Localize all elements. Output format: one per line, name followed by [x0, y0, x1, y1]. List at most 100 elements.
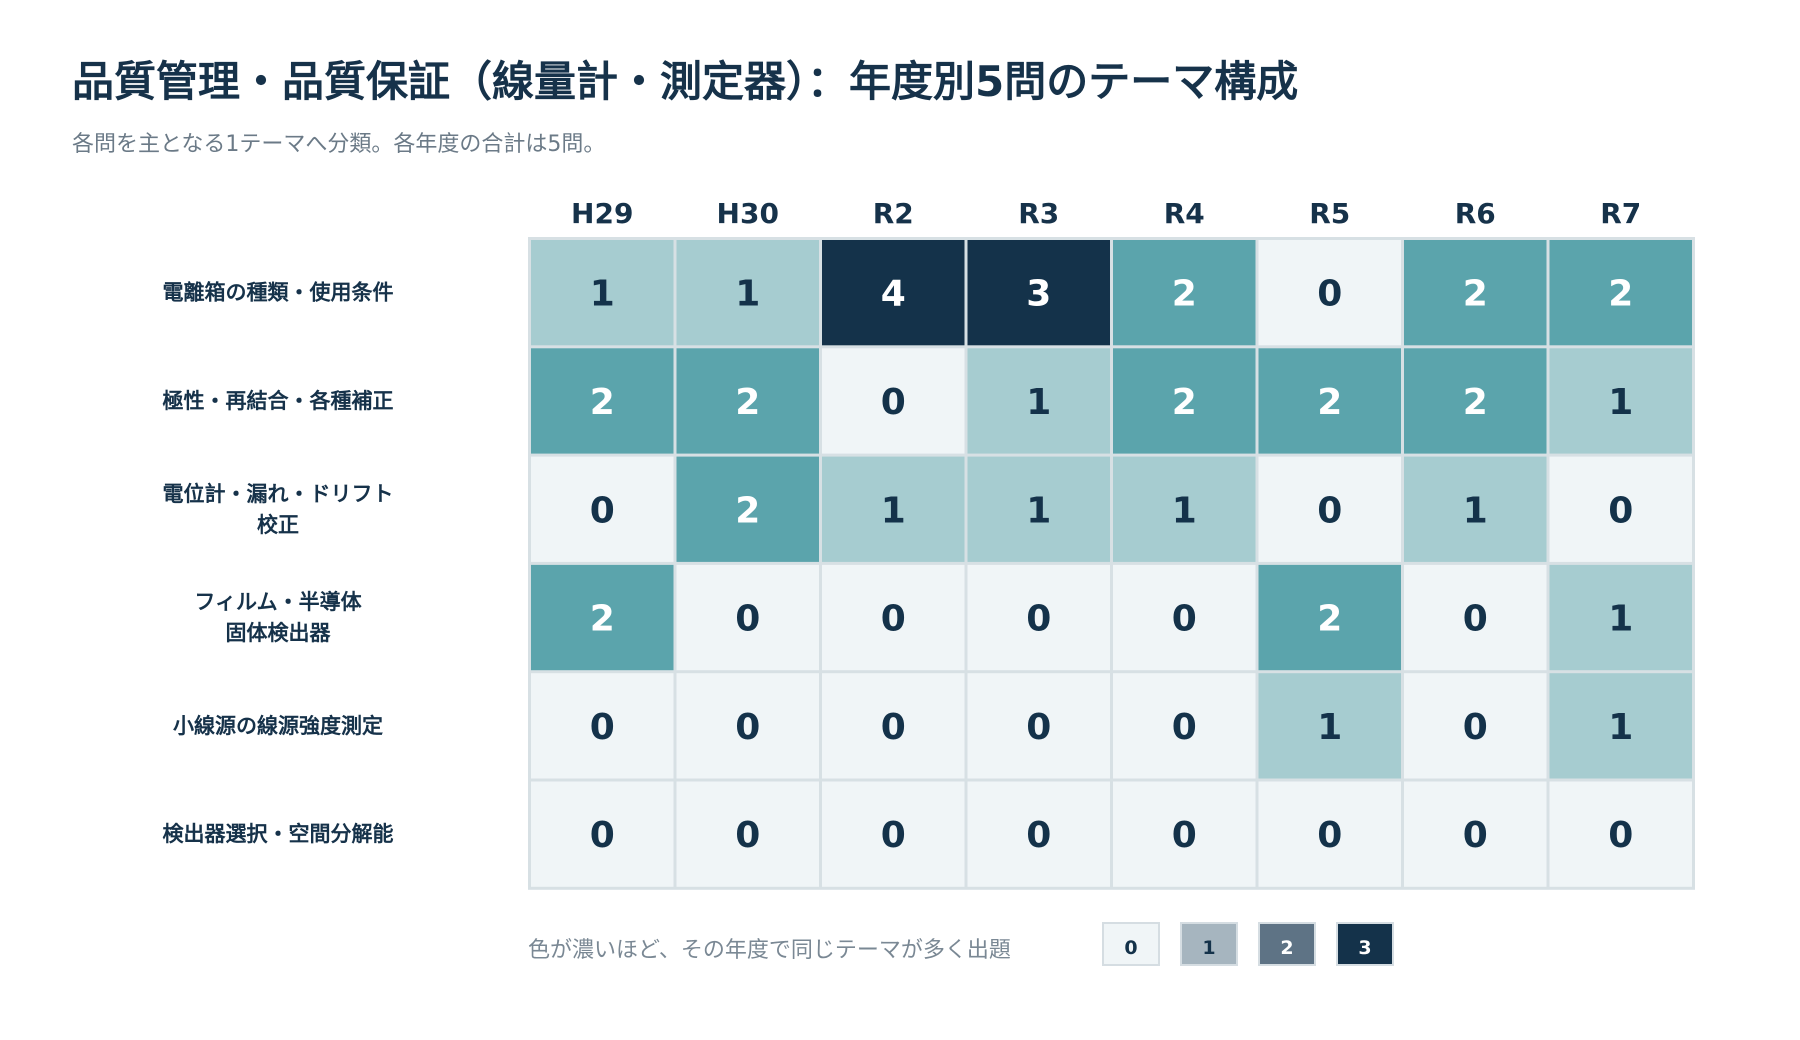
- heatmap-cell-r5-r4: [1113, 673, 1256, 779]
- cell-value-r6-h30: 0: [735, 815, 760, 856]
- legend-swatch-3: 3: [1336, 922, 1394, 966]
- cell-value-r1-r7: 2: [1608, 274, 1633, 315]
- row-label-1: 電離箱の種類・使用条件: [163, 281, 394, 305]
- heatmap-cell-r6-r3: [967, 781, 1110, 887]
- heatmap-cell-r4-r2: [822, 564, 965, 671]
- chart-title: 品質管理・品質保証（線量計・測定器）：年度別5問のテーマ構成: [72, 57, 1299, 106]
- heatmap-cell-r6-h29: [531, 781, 674, 887]
- heatmap-cell-r1-r7: [1549, 240, 1692, 346]
- chart-subtitle: 各問を主となる1テーマへ分類。各年度の合計は5問。: [72, 132, 606, 157]
- cell-value-r1-r5: 0: [1317, 274, 1342, 315]
- legend-swatch-0: 0: [1102, 922, 1160, 966]
- cell-value-r5-r6: 0: [1463, 707, 1488, 748]
- cell-value-r6-h29: 0: [590, 815, 615, 856]
- cell-value-r4-r7: 1: [1608, 599, 1633, 640]
- heatmap-grid-background: [528, 237, 1695, 890]
- heatmap-cell-r2-h29: [531, 348, 674, 454]
- column-header-h29: H29: [571, 197, 633, 230]
- heatmap-cell-r1-r3: [967, 240, 1110, 346]
- heatmap-cell-r1-r4: [1113, 240, 1256, 346]
- heatmap-cell-r6-r7: [1549, 781, 1692, 887]
- column-header-r3: R3: [1018, 197, 1059, 230]
- cell-value-r1-r4: 2: [1172, 274, 1197, 315]
- column-header-r4: R4: [1164, 197, 1205, 230]
- cell-value-r6-r5: 0: [1317, 815, 1342, 856]
- heatmap-cell-r5-r2: [822, 673, 965, 779]
- heatmap-cell-r1-h30: [676, 240, 819, 346]
- heatmap-cell-r6-h30: [676, 781, 819, 887]
- heatmap-cell-r6-r5: [1258, 781, 1401, 887]
- row-label-4: フィルム・半導体固体検出器: [194, 590, 362, 645]
- cell-value-r4-r4: 0: [1172, 599, 1197, 640]
- heatmap-cell-r2-r3: [967, 348, 1110, 454]
- cell-value-r5-h29: 0: [590, 707, 615, 748]
- heatmap-cell-r5-r5: [1258, 673, 1401, 779]
- heatmap-cell-r3-h29: [531, 456, 674, 562]
- legend-swatch-1: 1: [1180, 922, 1238, 966]
- cell-value-r2-r2: 0: [881, 382, 906, 423]
- row-label-6: 検出器選択・空間分解能: [163, 822, 394, 846]
- heatmap-cell-r2-r2: [822, 348, 965, 454]
- cell-value-r1-h30: 1: [735, 274, 760, 315]
- legend-description: 色が濃いほど、その年度で同じテーマが多く出題: [528, 938, 1011, 963]
- heatmap-cell-r5-r3: [967, 673, 1110, 779]
- cell-value-r3-r4: 1: [1172, 490, 1197, 531]
- heatmap-cell-r2-r6: [1404, 348, 1547, 454]
- heatmap-cell-r4-h30: [676, 564, 819, 671]
- cell-value-r4-r2: 0: [881, 599, 906, 640]
- cell-value-r4-r3: 0: [1026, 599, 1051, 640]
- cell-value-r3-r7: 0: [1608, 490, 1633, 531]
- heatmap-cell-r4-r6: [1404, 564, 1547, 671]
- heatmap-cell-r5-r7: [1549, 673, 1692, 779]
- cell-value-r5-r3: 0: [1026, 707, 1051, 748]
- heatmap-cell-r6-r4: [1113, 781, 1256, 887]
- heatmap-cell-r2-r5: [1258, 348, 1401, 454]
- cell-value-r5-h30: 0: [735, 707, 760, 748]
- heatmap-cell-r4-r4: [1113, 564, 1256, 671]
- heatmap-cell-r3-r4: [1113, 456, 1256, 562]
- cell-value-r5-r4: 0: [1172, 707, 1197, 748]
- heatmap-cell-r4-r7: [1549, 564, 1692, 671]
- cell-value-r4-h30: 0: [735, 599, 760, 640]
- cell-value-r3-r6: 1: [1463, 490, 1488, 531]
- cell-value-r2-r6: 2: [1463, 382, 1488, 423]
- heatmap-cell-r2-r7: [1549, 348, 1692, 454]
- cell-value-r3-r5: 0: [1317, 490, 1342, 531]
- heatmap-cell-r3-r3: [967, 456, 1110, 562]
- legend-swatch-2: 2: [1258, 922, 1316, 966]
- heatmap-cell-r4-r5: [1258, 564, 1401, 671]
- heatmap-cell-r1-r6: [1404, 240, 1547, 346]
- heatmap-cell-r6-r6: [1404, 781, 1547, 887]
- cell-value-r1-r3: 3: [1026, 274, 1051, 315]
- cell-value-r4-r5: 2: [1317, 599, 1342, 640]
- cell-value-r2-h29: 2: [590, 382, 615, 423]
- cell-value-r3-h30: 2: [735, 490, 760, 531]
- column-header-r6: R6: [1455, 197, 1496, 230]
- cell-value-r6-r7: 0: [1608, 815, 1633, 856]
- cell-value-r4-h29: 2: [590, 599, 615, 640]
- heatmap-cell-r1-r5: [1258, 240, 1401, 346]
- heatmap-cell-r5-h29: [531, 673, 674, 779]
- row-label-3: 電位計・漏れ・ドリフト校正: [163, 482, 394, 537]
- cell-value-r5-r2: 0: [881, 707, 906, 748]
- cell-value-r2-r7: 1: [1608, 382, 1633, 423]
- cell-value-r3-r2: 1: [881, 490, 906, 531]
- cell-value-r5-r7: 1: [1608, 707, 1633, 748]
- cell-value-r1-r6: 2: [1463, 274, 1488, 315]
- cell-value-r6-r3: 0: [1026, 815, 1051, 856]
- cell-value-r3-h29: 0: [590, 490, 615, 531]
- heatmap-cell-r2-h30: [676, 348, 819, 454]
- cell-value-r2-h30: 2: [735, 382, 760, 423]
- heatmap-cell-r4-h29: [531, 564, 674, 671]
- cell-value-r6-r2: 0: [881, 815, 906, 856]
- heatmap-cell-r1-r2: [822, 240, 965, 346]
- heatmap-cell-r3-r2: [822, 456, 965, 562]
- heatmap-cell-r4-r3: [967, 564, 1110, 671]
- heatmap-cell-r3-r7: [1549, 456, 1692, 562]
- row-label-2: 極性・再結合・各種補正: [163, 389, 394, 413]
- cell-value-r2-r5: 2: [1317, 382, 1342, 423]
- heatmap-cell-r1-h29: [531, 240, 674, 346]
- heatmap-cell-r2-r4: [1113, 348, 1256, 454]
